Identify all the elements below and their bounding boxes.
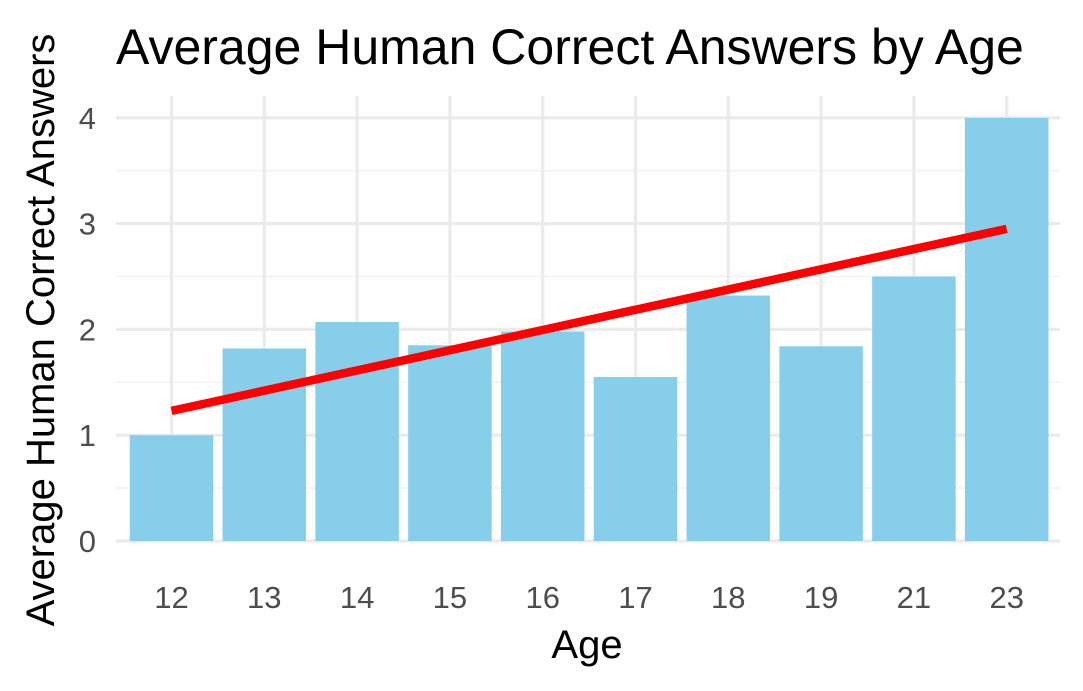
y-tick-label: 2 bbox=[79, 312, 96, 347]
y-tick-label: 1 bbox=[79, 418, 96, 453]
x-tick-label: 23 bbox=[989, 580, 1023, 615]
trend-line bbox=[170, 224, 1008, 416]
x-tick-label: 21 bbox=[897, 580, 931, 615]
x-axis-title: Age bbox=[551, 623, 622, 667]
bar-16 bbox=[500, 331, 585, 541]
x-tick-label: 18 bbox=[711, 580, 745, 615]
x-tick-label: 12 bbox=[154, 580, 188, 615]
x-tick-label: 19 bbox=[804, 580, 838, 615]
x-tick-label: 14 bbox=[340, 580, 374, 615]
bars bbox=[129, 117, 1049, 542]
y-tick-label: 4 bbox=[79, 101, 96, 136]
y-tick-labels: 0 1 2 3 4 bbox=[79, 101, 96, 559]
x-tick-label: 15 bbox=[433, 580, 467, 615]
bar-15 bbox=[408, 345, 492, 541]
x-tick-labels: 12 13 14 15 16 17 18 19 21 23 bbox=[154, 580, 1024, 615]
bar-13 bbox=[222, 348, 307, 541]
y-tick-label: 3 bbox=[79, 207, 96, 242]
y-tick-label: 0 bbox=[79, 524, 96, 559]
bar-12 bbox=[129, 435, 214, 541]
x-tick-label: 17 bbox=[618, 580, 652, 615]
x-tick-label: 16 bbox=[525, 580, 559, 615]
bar-14 bbox=[315, 321, 399, 541]
bar-23 bbox=[964, 117, 1049, 542]
x-tick-label: 13 bbox=[247, 580, 281, 615]
bar-21 bbox=[872, 276, 956, 541]
trend-line-group bbox=[170, 224, 1008, 416]
chart-title: Average Human Correct Answers by Age bbox=[116, 19, 1024, 75]
bar-18 bbox=[686, 295, 771, 541]
y-axis-title: Average Human Correct Answers bbox=[19, 34, 63, 627]
bar-19 bbox=[779, 346, 863, 541]
bar-17 bbox=[593, 377, 678, 541]
